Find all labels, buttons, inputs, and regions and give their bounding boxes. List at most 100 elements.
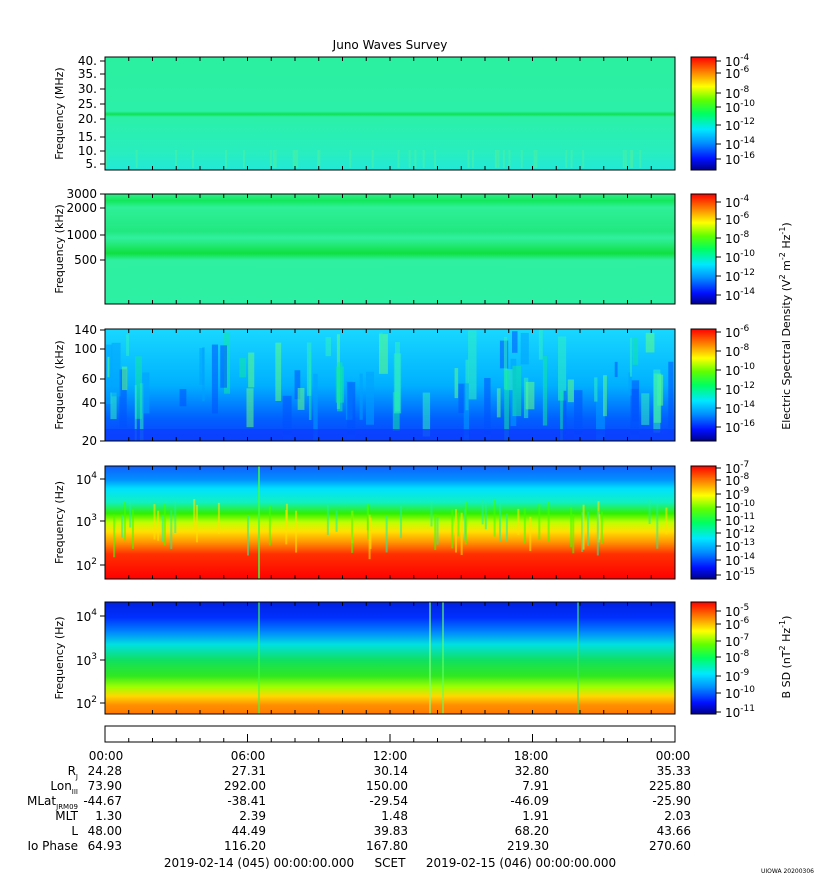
y-tick-label: 35.: [78, 67, 97, 81]
emission-streak: [457, 512, 460, 537]
ephemeris-value: 32.80: [515, 764, 549, 778]
noise-streak: [502, 150, 505, 168]
colorbar-tick-label: 10-13: [725, 538, 755, 554]
ephemeris-value: 219.30: [507, 839, 549, 853]
emission-streak: [596, 511, 599, 556]
emission-streak: [107, 356, 110, 378]
ephemeris-value: 44.49: [232, 824, 266, 838]
spectrogram-panels: Frequency (MHz)5.10.15.20.25.30.35.40.Fr…: [53, 54, 676, 715]
ephemeris-value: 150.00: [366, 779, 408, 793]
emission-streak: [335, 510, 338, 532]
emission-streak: [454, 368, 459, 399]
emission-streak: [517, 508, 520, 535]
colorbar-tick-label: 10-16: [725, 151, 755, 167]
emission-streak: [529, 516, 532, 552]
emission-streak: [285, 510, 288, 545]
noise-streak: [535, 150, 538, 168]
noise-streak: [497, 150, 500, 168]
y-tick-label: 102: [76, 695, 97, 711]
colorbar-tick-label: 10-6: [725, 616, 750, 632]
magnetic-colorbar-label: B SD (nT2 Hz-1): [778, 616, 793, 699]
noise-streak: [631, 150, 634, 168]
colorbar-tick-label: 10-14: [725, 136, 755, 152]
time-tick-label: 06:00: [231, 749, 266, 763]
emission-streak: [484, 502, 487, 530]
emission-streak: [217, 502, 220, 535]
colorbar-tick-label: 10-8: [725, 230, 750, 246]
y-axis-label: Frequency (kHz): [53, 204, 66, 293]
panel-p4: Frequency (Hz) 104 103 102: [53, 465, 676, 580]
colorbar-tick-label: 10-8: [725, 649, 750, 665]
y-tick-label: 40.: [78, 54, 97, 68]
spectrogram-p2: [105, 194, 675, 304]
ephemeris-label: LonIII: [50, 779, 78, 796]
emission-streak: [503, 336, 508, 390]
colorbar-tick-label: 10-4: [725, 194, 750, 210]
colorbar-tick-label: 10-5: [725, 603, 749, 619]
panel-p3: Frequency (kHz) 140 100 60 40 20: [53, 323, 676, 448]
colorbar-p3: [690, 328, 717, 442]
axis-ticks: [128, 57, 652, 714]
emission-streak: [179, 389, 187, 407]
noise-streak: [135, 150, 138, 168]
ephemeris-label: MLatJRM09: [27, 794, 78, 811]
y-tick-label: 103: [76, 513, 97, 529]
emission-streak: [434, 514, 437, 550]
ephemeris-value: 27.31: [232, 764, 266, 778]
emission-streak: [220, 345, 227, 388]
ephemeris-value: 30.14: [374, 764, 408, 778]
emission-streak: [161, 514, 164, 542]
colorbar-tick-label: 10-10: [725, 685, 755, 701]
emission-streak: [131, 509, 134, 549]
colorbar-tick-label: 10-12: [725, 117, 755, 133]
colorbar-tick-label: 10-8: [725, 343, 750, 359]
emission-streak: [525, 381, 535, 410]
emission-streak: [430, 501, 433, 527]
y-tick-label: 102: [76, 557, 97, 573]
noise-streak: [292, 150, 295, 168]
emission-streak: [110, 392, 117, 420]
footer-stamp: UIOWA 20200306: [761, 868, 814, 875]
emission-streak: [631, 380, 640, 422]
noise-streak: [422, 150, 425, 168]
emission-streak: [193, 499, 196, 531]
noise-streak: [494, 150, 497, 168]
ephemeris-value: -29.54: [369, 794, 408, 808]
emission-streak: [313, 373, 318, 441]
emission-streak: [347, 382, 356, 441]
emission-streak: [582, 504, 585, 550]
noise-streak: [570, 150, 573, 168]
emission-streak: [570, 507, 573, 548]
noise-streak: [274, 150, 277, 168]
x-axis-label: SCET: [375, 856, 407, 870]
emission-streak: [520, 332, 529, 365]
colorbar-tick-label: 10-10: [725, 249, 755, 265]
emission-streak: [113, 514, 116, 558]
emission-streak: [458, 383, 465, 413]
y-axis-label: Frequency (Hz): [53, 481, 66, 564]
spectrogram-p4: [105, 466, 675, 579]
colorbar-tick-label: 10-10: [725, 99, 755, 115]
ephemeris-label: Io Phase: [27, 839, 78, 853]
y-axis-label: Frequency (MHz): [53, 67, 66, 159]
colorbar-tick-label: 10-12: [725, 525, 755, 541]
colorbar-tick-label: 10-7: [725, 633, 749, 649]
noise-streak: [520, 150, 523, 168]
emission-streak: [199, 348, 205, 385]
colorbar-tick-label: 10-10: [725, 362, 755, 378]
colorbar-tick-label: 10-10: [725, 499, 755, 515]
emission-streak: [484, 377, 491, 441]
colorbar-tick-label: 10-4: [725, 53, 750, 69]
y-tick-label: 20: [82, 434, 97, 448]
emission-streak: [665, 507, 668, 535]
colorbar-p5: [690, 601, 717, 715]
noise-streak: [624, 150, 627, 168]
emission-streak: [603, 375, 607, 417]
emission-streak: [202, 347, 205, 402]
ephemeris-value: -38.41: [227, 794, 266, 808]
colorbars: 10-410-610-810-1010-1210-1410-1610-410-6…: [690, 53, 793, 720]
emission-streak: [496, 388, 501, 418]
ephemeris-value: 116.20: [224, 839, 266, 853]
